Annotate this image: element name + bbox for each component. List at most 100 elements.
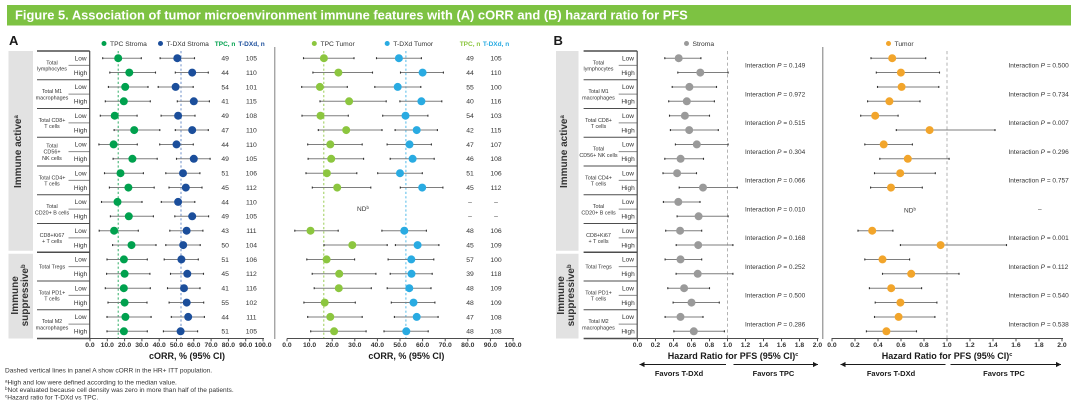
svg-text:80.0: 80.0 bbox=[461, 342, 474, 349]
svg-text:109: 109 bbox=[490, 300, 502, 307]
svg-text:112: 112 bbox=[246, 271, 257, 278]
svg-text:Low: Low bbox=[75, 56, 87, 63]
svg-text:High: High bbox=[74, 214, 88, 221]
svg-text:Interaction P = 0.149: Interaction P = 0.149 bbox=[745, 63, 806, 70]
svg-text:49: 49 bbox=[221, 156, 229, 163]
svg-text:High: High bbox=[621, 271, 635, 278]
svg-text:High: High bbox=[74, 271, 88, 278]
svg-text:0.0: 0.0 bbox=[827, 342, 837, 349]
svg-text:44: 44 bbox=[221, 199, 229, 206]
svg-text:44: 44 bbox=[221, 70, 229, 77]
svg-text:High: High bbox=[621, 185, 635, 192]
svg-text:109: 109 bbox=[490, 243, 502, 250]
svg-text:Low: Low bbox=[622, 142, 634, 149]
svg-text:High: High bbox=[74, 127, 88, 134]
svg-text:Low: Low bbox=[75, 84, 87, 91]
svg-text:Total CD4+T cells: Total CD4+ T cells bbox=[39, 175, 66, 187]
svg-text:50.0: 50.0 bbox=[393, 342, 406, 349]
svg-text:116: 116 bbox=[491, 99, 502, 106]
svg-text:Hazard Ratio for PFS (95% CI)c: Hazard Ratio for PFS (95% CI)c bbox=[668, 351, 799, 361]
svg-text:cHazard ratio for T-DXd vs TPC: cHazard ratio for T-DXd vs TPC. bbox=[5, 394, 98, 402]
svg-text:Interaction P = 0.515: Interaction P = 0.515 bbox=[745, 120, 806, 127]
svg-text:40.0: 40.0 bbox=[371, 342, 384, 349]
svg-text:45: 45 bbox=[221, 185, 229, 192]
svg-text:100: 100 bbox=[490, 84, 502, 91]
svg-text:107: 107 bbox=[490, 142, 502, 149]
svg-text:47: 47 bbox=[466, 314, 474, 321]
svg-text:105: 105 bbox=[246, 329, 258, 336]
svg-text:110: 110 bbox=[246, 142, 257, 149]
svg-text:High: High bbox=[74, 99, 88, 106]
svg-text:High: High bbox=[74, 70, 88, 77]
svg-text:–: – bbox=[494, 214, 498, 221]
svg-text:110: 110 bbox=[246, 70, 257, 77]
svg-text:Total CD8+T cells: Total CD8+ T cells bbox=[585, 118, 612, 130]
svg-text:55: 55 bbox=[466, 84, 474, 91]
svg-text:41: 41 bbox=[221, 99, 229, 106]
svg-text:NDb: NDb bbox=[357, 205, 369, 213]
svg-text:Interaction P = 0.286: Interaction P = 0.286 bbox=[745, 321, 806, 328]
svg-text:Low: Low bbox=[622, 113, 634, 120]
svg-text:42: 42 bbox=[466, 128, 474, 135]
svg-text:48: 48 bbox=[466, 286, 474, 293]
svg-text:cORR, % (95% CI): cORR, % (95% CI) bbox=[149, 351, 225, 361]
svg-text:Low: Low bbox=[622, 286, 634, 293]
svg-text:0.2: 0.2 bbox=[651, 342, 661, 349]
svg-text:50.0: 50.0 bbox=[170, 342, 183, 349]
svg-text:T-DXd, n: T-DXd, n bbox=[238, 41, 264, 48]
svg-text:1.0: 1.0 bbox=[942, 342, 952, 349]
svg-text:Low: Low bbox=[622, 171, 634, 178]
svg-text:100: 100 bbox=[490, 257, 502, 264]
svg-text:High: High bbox=[621, 156, 635, 163]
svg-text:47: 47 bbox=[466, 142, 474, 149]
svg-text:TPC Stroma: TPC Stroma bbox=[110, 41, 147, 48]
svg-text:108: 108 bbox=[490, 314, 502, 321]
svg-text:Low: Low bbox=[622, 257, 634, 264]
svg-text:Interaction P = 0.296: Interaction P = 0.296 bbox=[1009, 149, 1070, 156]
svg-text:0.6: 0.6 bbox=[687, 342, 697, 349]
svg-text:105: 105 bbox=[490, 56, 502, 63]
svg-text:aHigh and low were defined acc: aHigh and low were defined according to … bbox=[5, 379, 177, 387]
svg-text:0.0: 0.0 bbox=[85, 342, 95, 349]
svg-text:Interaction P = 0.007: Interaction P = 0.007 bbox=[1009, 120, 1070, 127]
svg-text:Total CD8+T cells: Total CD8+ T cells bbox=[39, 118, 66, 130]
svg-text:45: 45 bbox=[466, 243, 474, 250]
svg-text:70.0: 70.0 bbox=[439, 342, 452, 349]
svg-text:A: A bbox=[9, 33, 19, 48]
svg-text:Interaction P = 0.001: Interaction P = 0.001 bbox=[1009, 235, 1070, 242]
svg-text:102: 102 bbox=[246, 300, 258, 307]
svg-text:110: 110 bbox=[491, 70, 502, 77]
svg-text:40.0: 40.0 bbox=[153, 342, 166, 349]
svg-text:10.0: 10.0 bbox=[101, 342, 114, 349]
svg-text:90.0: 90.0 bbox=[484, 342, 497, 349]
svg-text:Total Tregs: Total Tregs bbox=[39, 265, 66, 271]
svg-text:110: 110 bbox=[246, 128, 257, 135]
svg-text:High: High bbox=[74, 156, 88, 163]
svg-text:Immune activea: Immune activea bbox=[559, 115, 570, 188]
svg-text:49: 49 bbox=[466, 56, 474, 63]
svg-text:0.0: 0.0 bbox=[633, 342, 643, 349]
svg-text:0.4: 0.4 bbox=[669, 342, 679, 349]
svg-text:110: 110 bbox=[246, 199, 257, 206]
svg-text:20.0: 20.0 bbox=[118, 342, 131, 349]
svg-text:1.6: 1.6 bbox=[777, 342, 787, 349]
svg-text:CD8+Ki67+ T cells: CD8+Ki67 + T cells bbox=[40, 233, 65, 245]
svg-text:43: 43 bbox=[221, 228, 229, 235]
svg-text:106: 106 bbox=[490, 228, 502, 235]
svg-text:46: 46 bbox=[466, 156, 474, 163]
svg-text:105: 105 bbox=[246, 56, 258, 63]
svg-text:1.8: 1.8 bbox=[795, 342, 805, 349]
svg-text:0.6: 0.6 bbox=[896, 342, 906, 349]
svg-text:118: 118 bbox=[491, 271, 502, 278]
svg-text:10.0: 10.0 bbox=[303, 342, 316, 349]
svg-text:1.4: 1.4 bbox=[759, 342, 769, 349]
svg-text:106: 106 bbox=[490, 171, 502, 178]
svg-text:–: – bbox=[1038, 206, 1042, 213]
